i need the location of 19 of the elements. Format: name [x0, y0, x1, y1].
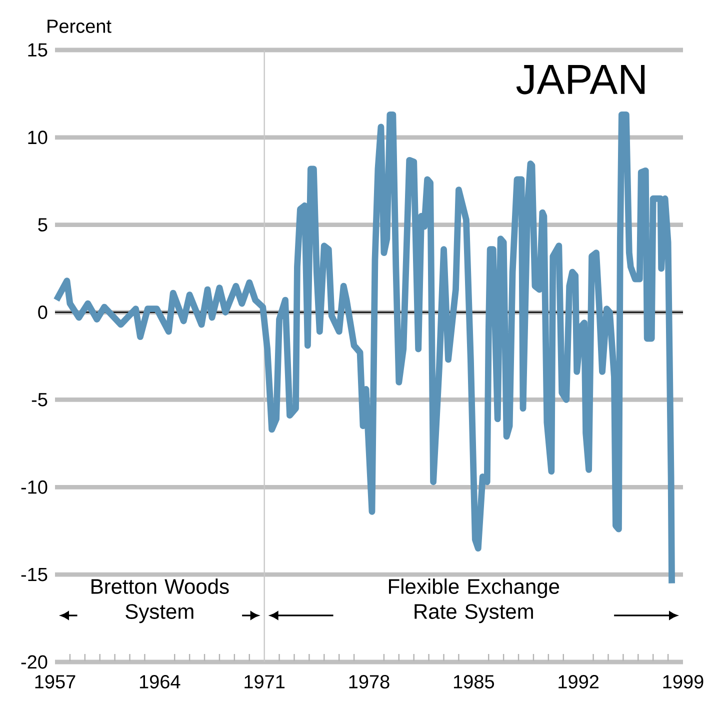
y-tick-label: 0 [38, 306, 48, 320]
x-tick-label: 1964 [140, 675, 180, 688]
y-tick-label: -10 [21, 480, 48, 494]
y-tick-label: 5 [38, 218, 48, 232]
y-tick-label: -15 [21, 568, 48, 582]
x-tick-label: 1978 [349, 675, 390, 688]
annotation: Flexible Exchange Rate System [389, 578, 560, 624]
y-axis-title: Percent [48, 20, 112, 33]
x-tick-label: 1999 [663, 675, 704, 688]
y-tick-label: -20 [21, 655, 48, 669]
x-tick-label: 1971 [244, 675, 285, 688]
x-tick-label: 1985 [454, 675, 494, 688]
x-tick-label: 1957 [35, 675, 76, 688]
y-tick-label: 10 [28, 130, 48, 144]
x-tick-label: 1992 [558, 675, 599, 688]
y-tick-label: 15 [28, 43, 48, 57]
y-tick-label: -5 [32, 393, 48, 406]
chart-title: JAPAN [516, 65, 645, 94]
annotation: Bretton Woods System [92, 578, 229, 624]
